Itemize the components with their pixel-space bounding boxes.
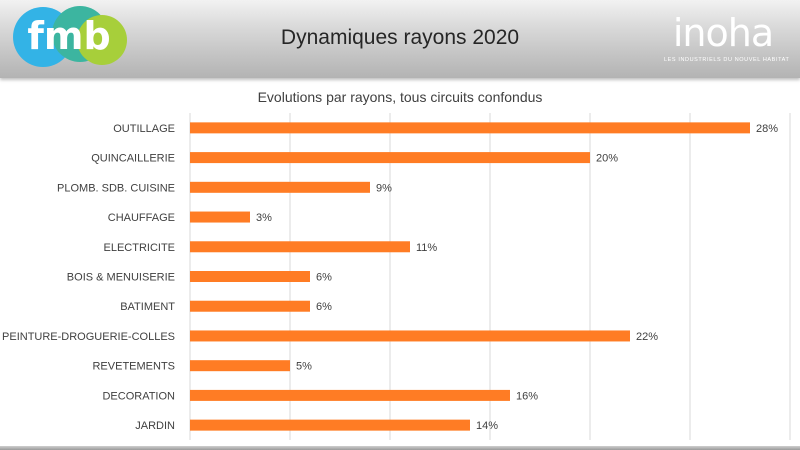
chart-value-labels: 28% 20% 9% 3% 11% 6% 6% 22% 5% 16% 14%	[256, 123, 778, 432]
category-label: ELECTRICITE	[103, 242, 175, 254]
bar	[190, 271, 310, 282]
bar	[190, 181, 370, 193]
chart-bars	[190, 122, 750, 431]
chart-category-labels: OUTILLAGE QUINCAILLERIE PLOMB. SDB. CUISIN…	[2, 123, 175, 432]
value-label: 22%	[636, 331, 658, 343]
value-label: 28%	[756, 123, 778, 135]
category-label: PLOMB. SDB. CUISINE	[57, 182, 175, 194]
value-label: 16%	[516, 390, 538, 402]
category-label: BOIS & MENUISERIE	[67, 272, 175, 284]
category-label: JARDIN	[135, 420, 175, 432]
bar	[190, 330, 630, 342]
category-label: QUINCAILLERIE	[91, 153, 175, 165]
value-label: 14%	[476, 420, 498, 432]
value-label: 9%	[376, 182, 392, 194]
value-label: 20%	[596, 153, 618, 165]
category-label: BATIMENT	[120, 301, 175, 313]
bar	[190, 419, 470, 431]
inoha-logo-text: inoha	[672, 11, 774, 55]
bar	[190, 300, 310, 312]
header-banner: fmb Dynamiques rayons 2020 inoha LES IND…	[0, 0, 800, 78]
value-label: 6%	[316, 301, 332, 313]
fmb-logo: fmb	[13, 6, 127, 67]
footer-rule	[0, 446, 800, 450]
value-label: 3%	[256, 212, 272, 224]
page-title: Dynamiques rayons 2020	[280, 26, 520, 49]
category-label: REVETEMENTS	[92, 361, 175, 373]
bar-chart: Evolutions par rayons, tous circuits con…	[2, 89, 791, 440]
value-label: 6%	[316, 272, 332, 284]
bar	[190, 241, 410, 253]
inoha-logo: inoha LES INDUSTRIELS DU NOUVEL HABITAT	[664, 11, 790, 70]
category-label: OUTILLAGE	[113, 123, 175, 135]
inoha-logo-tagline: LES INDUSTRIELS DU NOUVEL HABITAT	[664, 57, 790, 63]
category-label: CHAUFFAGE	[108, 212, 175, 224]
bar	[190, 152, 590, 164]
value-label: 5%	[296, 361, 312, 373]
fmb-logo-text: fmb	[27, 14, 110, 58]
bar	[190, 389, 510, 401]
category-label: DECORATION	[102, 390, 175, 402]
chart-title: Evolutions par rayons, tous circuits con…	[258, 89, 543, 105]
bar	[190, 122, 750, 134]
value-label: 11%	[416, 242, 437, 254]
category-label: PEINTURE-DROGUERIE-COLLES	[2, 331, 175, 343]
bar	[190, 360, 290, 372]
bar	[190, 211, 250, 223]
